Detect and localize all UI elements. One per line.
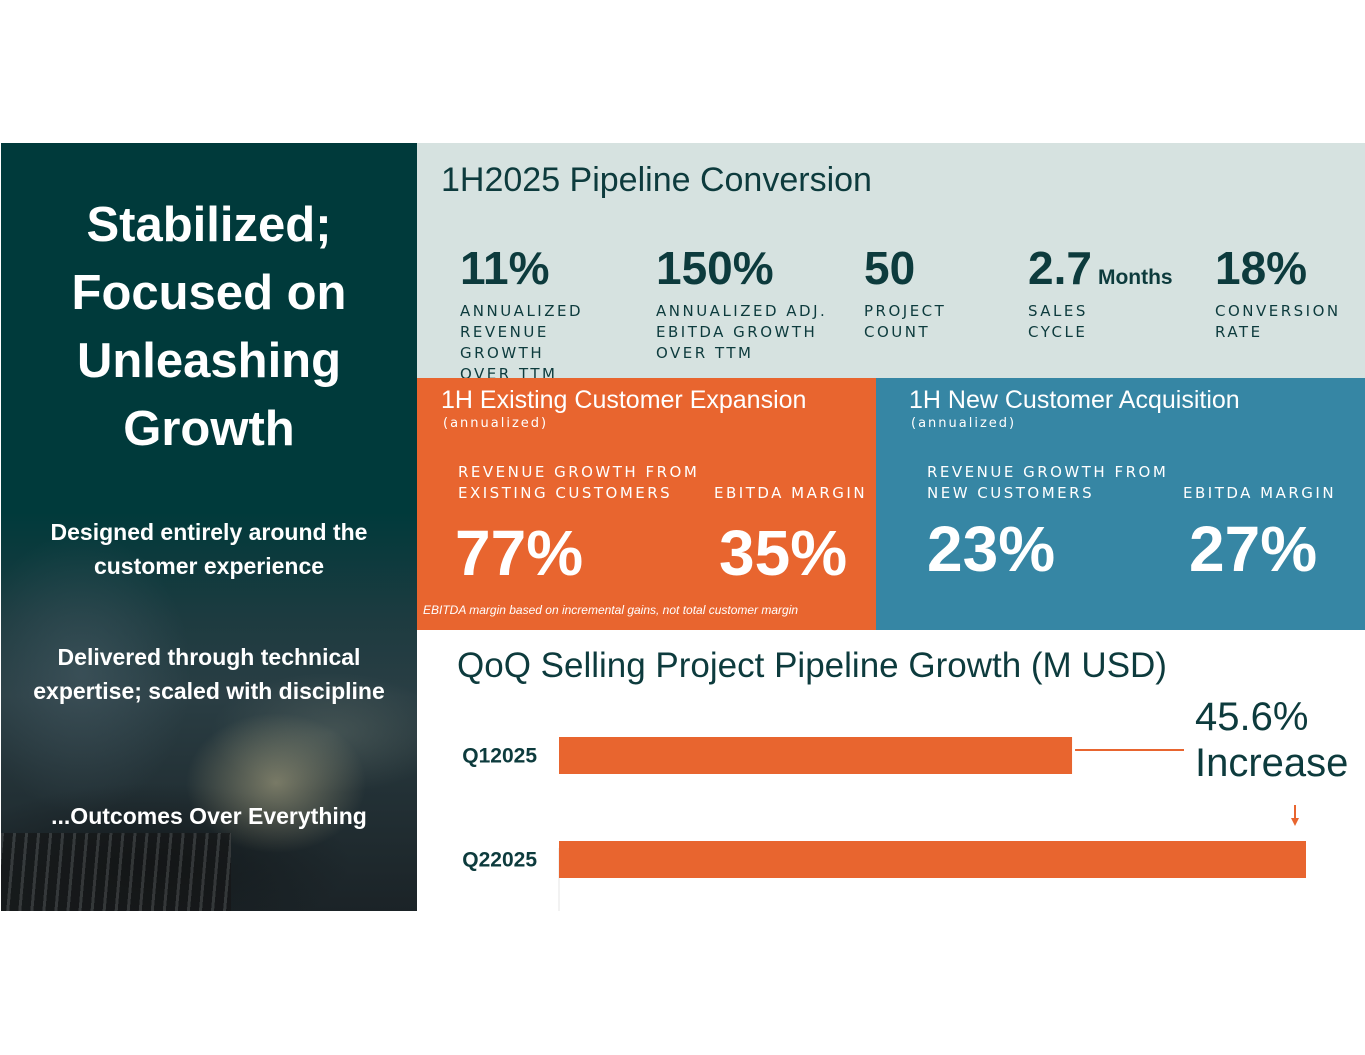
existing-margin-value: 35%: [719, 517, 848, 589]
increase-arrow-head: [1291, 818, 1299, 826]
left-title: Stabilized; Focused on Unleashing Growth: [71, 198, 347, 456]
new-revenue-label: REVENUE GROWTH FROM NEW CUSTOMERS: [927, 463, 1169, 502]
metric-sales-cycle: 2.7 Months SALES CYCLE: [1028, 243, 1208, 343]
existing-title: 1H Existing Customer Expansion: [441, 386, 807, 414]
increase-annotation: 45.6% Increase: [1195, 694, 1348, 786]
increase-value: 45.6%: [1195, 695, 1309, 739]
metric-label: ANNUALIZED REVENUE GROWTH OVER TTM: [460, 302, 584, 383]
metric-value: 150%: [656, 242, 774, 294]
pipeline-title: 1H2025 Pipeline Conversion: [441, 161, 872, 199]
new-title: 1H New Customer Acquisition: [909, 386, 1240, 414]
photo-grill: [1, 833, 231, 911]
category-label-q12025: Q12025: [462, 745, 537, 768]
metric-label: PROJECT COUNT: [864, 302, 947, 341]
existing-note: (annualized): [443, 416, 549, 431]
metric-ebitda-growth: 150% ANNUALIZED ADJ. EBITDA GROWTH OVER …: [656, 243, 836, 364]
increase-label: Increase: [1195, 741, 1349, 785]
slide: Stabilized; Focused on Unleashing Growth…: [0, 143, 1365, 911]
metric-label: SALES CYCLE: [1028, 302, 1088, 341]
metric-revenue-growth: 11% ANNUALIZED REVENUE GROWTH OVER TTM: [460, 243, 640, 385]
existing-revenue-label: REVENUE GROWTH FROM EXISTING CUSTOMERS: [458, 463, 700, 502]
new-revenue-value: 23%: [927, 513, 1056, 585]
chart-svg: Q12025 Q22025: [462, 737, 1306, 911]
metric-value: 18%: [1215, 242, 1308, 294]
bar-q22025: [559, 841, 1306, 878]
category-label-q22025: Q22025: [462, 849, 537, 872]
left-subtitle-outcomes: ...Outcomes Over Everything: [51, 803, 367, 829]
new-note: (annualized): [911, 416, 1017, 431]
metric-label: CONVERSION RATE: [1215, 302, 1341, 341]
left-subtitle-expertise: Delivered through technical expertise; s…: [33, 644, 385, 704]
metric-project-count: 50 PROJECT COUNT: [864, 243, 1044, 343]
new-margin-value: 27%: [1189, 513, 1318, 585]
existing-margin-label: EBITDA MARGIN: [714, 484, 868, 502]
metric-unit: Months: [1097, 266, 1173, 289]
metric-label: ANNUALIZED ADJ. EBITDA GROWTH OVER TTM: [656, 302, 828, 362]
pipeline-conversion-panel: 1H2025 Pipeline Conversion 11% ANNUALIZE…: [417, 143, 1365, 383]
existing-revenue-value: 77%: [455, 517, 584, 589]
metric-value: 2.7: [1028, 242, 1092, 294]
left-panel: Stabilized; Focused on Unleashing Growth…: [1, 143, 417, 911]
pipeline-growth-chart: QoQ Selling Project Pipeline Growth (M U…: [417, 630, 1365, 911]
new-margin-label: EBITDA MARGIN: [1183, 484, 1337, 502]
metric-conversion-rate: 18% CONVERSION RATE: [1215, 243, 1365, 343]
metric-value: 50: [864, 242, 916, 294]
left-subtitle-customer: Designed entirely around the customer ex…: [50, 519, 368, 579]
existing-footnote: EBITDA margin based on incremental gains…: [423, 603, 799, 617]
existing-customer-panel: 1H Existing Customer Expansion (annualiz…: [417, 378, 876, 630]
bar-q12025: [559, 737, 1073, 774]
metric-value: 11%: [460, 242, 550, 294]
new-customer-panel: 1H New Customer Acquisition (annualized)…: [876, 378, 1365, 630]
chart-title: QoQ Selling Project Pipeline Growth (M U…: [457, 646, 1167, 685]
